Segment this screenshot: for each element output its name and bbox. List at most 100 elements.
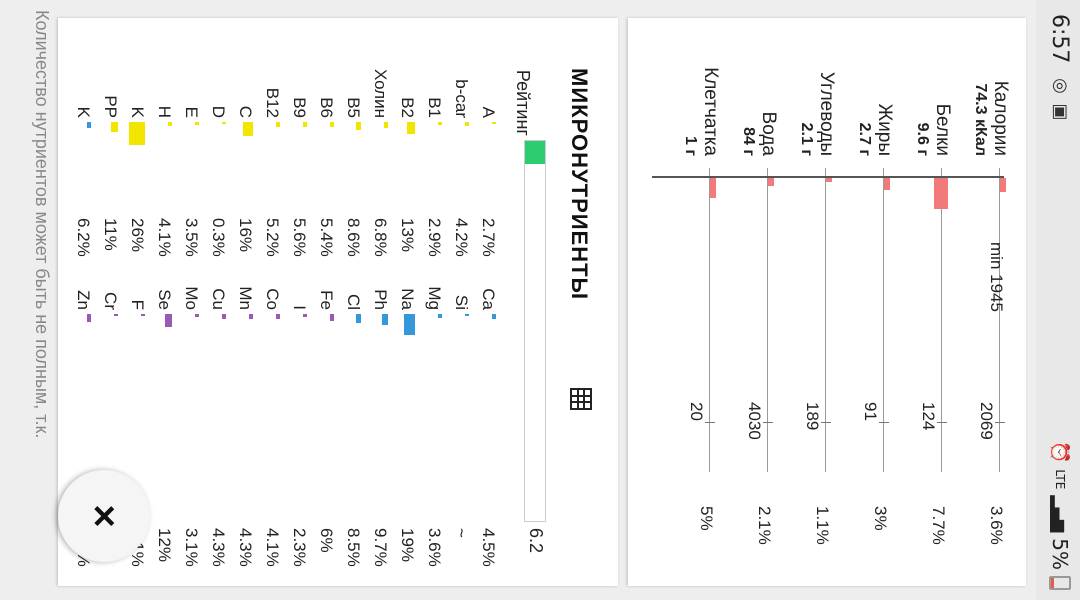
close-button[interactable]: × [58,470,150,562]
macro-guide [767,168,768,472]
nutrient-bar [492,122,496,124]
image-icon: ▣ [1050,103,1071,121]
nutrient-bar [330,314,334,321]
macro-value: 189 [803,402,822,431]
nutrient-name: B9 [290,97,309,118]
nutrient-bar [168,122,172,126]
macro-label: Жиры 2.7 г [854,26,895,156]
macro-amount: 84 г [740,127,757,156]
nutrient-bar [243,122,253,136]
nutrient-bar [276,122,280,127]
clock: 6:57 [1047,14,1072,64]
nutrient-pct: 3.6% [425,528,444,567]
macro-label: Вода 84 г [738,26,779,156]
macro-tick [705,422,715,423]
nutrient-name: B1 [425,97,444,118]
nutrient-pct: 4.1% [263,528,282,567]
nutrient-bar [87,314,91,322]
macro-axis [652,176,1004,178]
macro-name: Клетчатка [700,67,721,156]
nutrient-pct: ~ [452,528,471,538]
nutrient-name: Cr [101,292,120,310]
nutrient-bar [382,314,388,325]
macro-guide [825,168,826,472]
macro-name: Белки [932,103,953,156]
nutrient-name: Mg [425,286,444,310]
status-right: ⏰ LTE ▂▄▆ 5% [1048,441,1072,590]
nutrient-pct: 3.1% [182,528,201,567]
macro-guide [709,168,710,472]
macro-label: Клетчатка 1 г [680,26,721,156]
macro-tick [937,422,947,423]
macro-pct: 7.7% [929,506,948,545]
nutrient-name: Ph [371,289,390,310]
nutrient-name: Mn [236,286,255,310]
disclaimer-note: Количество нутриентов может быть не полн… [32,10,52,439]
nutrient-bar [303,314,307,317]
nutrient-pct: 9.7% [371,528,390,567]
nutrient-bar [438,314,442,318]
nutrient-name: Ca [479,288,498,310]
nutrient-name: B5 [344,97,363,118]
macro-tick [995,422,1005,423]
nutrient-bar [87,122,91,128]
macro-amount: 2.7 г [856,122,873,156]
macro-min-label: min 1945 [987,242,1006,312]
nutrient-bar [276,314,280,319]
nutrient-name: B12 [263,87,282,118]
macro-pct: 3.6% [987,506,1006,545]
nutrient-name: K [128,106,147,118]
nutrient-name: Mo [182,286,201,310]
nutrient-bar [222,314,226,319]
macro-card: Калории 74.3 кКал 2069 3.6% Белки 9.6 г 124 7.7… [628,18,1026,586]
nutrient-pct: 12% [155,528,174,563]
nutrient-name: E [182,106,201,118]
status-bar: 6:57 ◎ ▣ ⏰ LTE ▂▄▆ 5% [1036,0,1080,600]
macro-value: 2069 [977,402,996,440]
nutrient-bar [384,122,388,128]
battery-label: 5% [1048,538,1072,570]
macro-label: Калории 74.3 кКал [970,26,1011,156]
nutrient-name: PP [101,95,120,118]
nutrient-name: K [74,106,93,118]
macro-value: 91 [861,402,880,421]
nutrient-name: D [209,105,228,118]
macro-value: 20 [687,402,706,421]
nutrient-bar [222,122,226,124]
nutrient-pct: 4.5% [479,528,498,567]
nutrient-name: Холин [371,68,390,118]
nutrient-bar [407,122,415,134]
nutrient-pct: 4.3% [236,528,255,567]
nutrient-name: Si [452,294,471,310]
macro-label: Белки 9.6 г [912,26,953,156]
nutrient-name: F [128,299,147,310]
rating-track [524,140,546,522]
nutrient-name: B6 [317,97,336,118]
macro-amount: 9.6 г [914,122,931,156]
nutrient-bar [195,314,199,317]
macro-guide [883,168,884,472]
macro-label: Углеводы 2.1 г [796,26,837,156]
nutrient-bar [330,122,334,127]
macro-amount: 1 г [682,135,699,156]
macro-pct: 2.1% [755,506,774,545]
rating-fill [525,141,545,164]
macro-bar [826,178,832,182]
nutrient-pct: 8.5% [344,528,363,567]
macro-amount: 2.1 г [798,122,815,156]
network-label: LTE [1053,469,1067,490]
nutrient-name: A [479,106,498,118]
rating-label: Рейтинг [513,69,533,136]
nutrient-pct: 19% [398,528,417,563]
nutrient-bar [141,314,145,316]
nutrient-name: Zn [74,290,93,310]
nutrient-name: Co [263,288,282,310]
nutrient-name: b-car [452,79,471,118]
table-icon[interactable] [570,388,592,410]
macro-value: 124 [919,402,938,431]
nutrient-bar [195,122,199,125]
nutrient-pct: 4.3% [209,528,228,567]
nutrient-bar [165,314,172,327]
macro-pct: 3% [871,506,890,531]
